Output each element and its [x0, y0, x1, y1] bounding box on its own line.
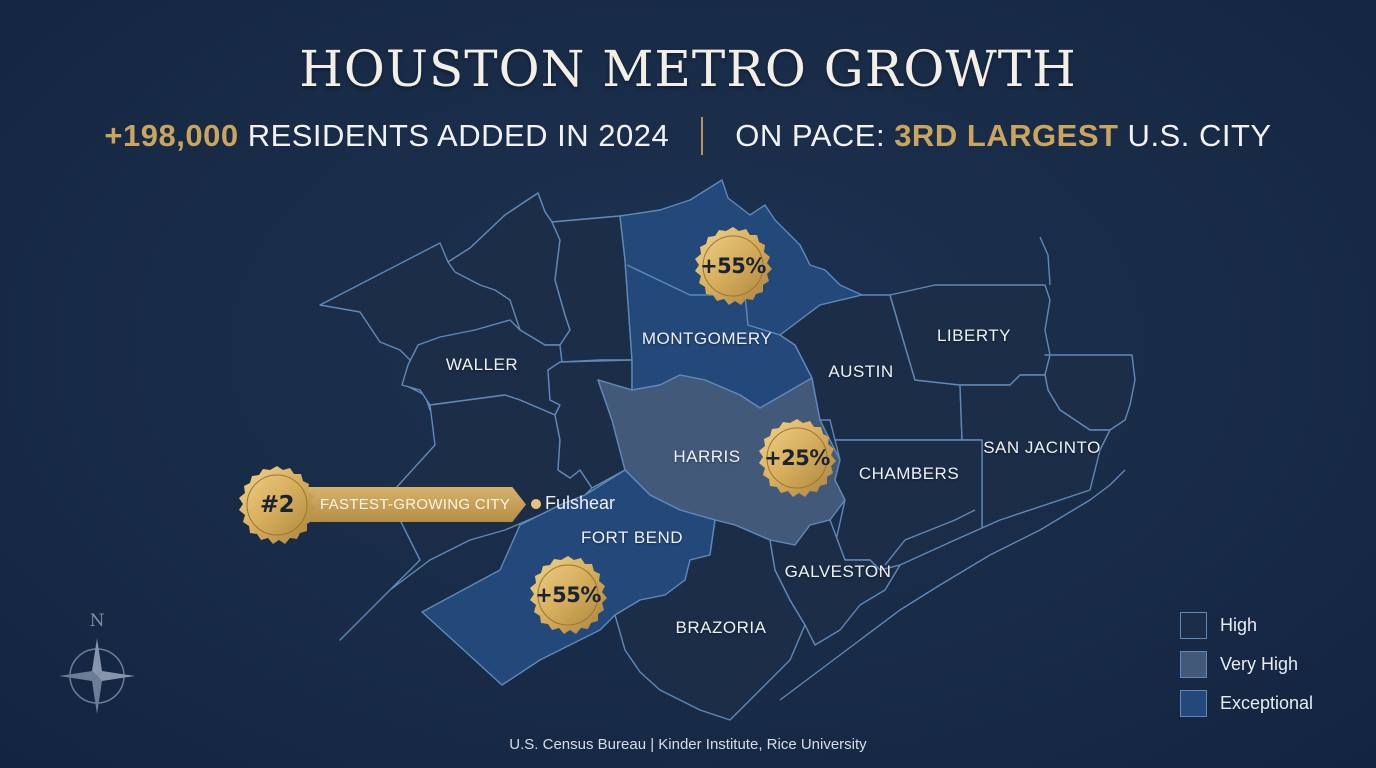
growth-badge-value: +25%: [764, 446, 830, 470]
county-label-waller: WALLER: [445, 355, 519, 374]
county-galveston: [769, 519, 901, 646]
county-outline-grimes: [551, 215, 633, 363]
seal-icon: [759, 419, 836, 497]
subtitle: +198,000 RESIDENTS ADDED IN 2024 ON PACE…: [0, 117, 1376, 155]
seal-icon: [695, 227, 772, 305]
county-label-austin: AUSTIN: [828, 362, 894, 381]
pace-prefix: ON PACE:: [735, 118, 895, 153]
source-credit: U.S. Census Bureau | Kinder Institute, R…: [509, 736, 867, 753]
pace-rank-value: 3RD LARGEST: [894, 118, 1119, 153]
growth-badge-montgomery: +55%: [692, 225, 774, 307]
city-label-fulshear: Fulshear: [545, 493, 616, 513]
legend-item-high: High: [1180, 606, 1313, 645]
rank-badge: #2: [236, 464, 318, 546]
compass-north-label: N: [90, 611, 105, 631]
compass-rose-icon: N: [59, 611, 135, 714]
county-label-galveston: GALVESTON: [784, 562, 892, 581]
seal-icon: [530, 556, 607, 634]
pace-suffix: U.S. CITY: [1118, 118, 1272, 153]
city-marker-icon: [531, 499, 541, 509]
county-label-san-jacinto: SAN JACINTO: [983, 438, 1101, 457]
growth-badge-harris: +25%: [756, 417, 838, 499]
legend-item-exceptional: Exceptional: [1180, 684, 1313, 723]
coastline: [779, 469, 1126, 701]
fastest-growing-banner: FASTEST-GROWING CITY: [298, 487, 526, 522]
county-chambers: [834, 439, 983, 576]
rank-value: #2: [259, 492, 295, 518]
far-ne-line: [1039, 236, 1051, 286]
legend-swatch-high: [1180, 612, 1207, 639]
map-legend: High Very High Exceptional: [1180, 606, 1313, 723]
bay-shore: [884, 509, 976, 566]
fastest-growing-label: FASTEST-GROWING CITY: [320, 496, 511, 513]
growth-badge-value: +55%: [700, 254, 766, 278]
county-label-liberty: LIBERTY: [936, 326, 1012, 345]
legend-label: High: [1220, 615, 1258, 635]
county-label-fort-bend: FORT BEND: [580, 528, 684, 547]
legend-label: Exceptional: [1220, 693, 1314, 713]
growth-badge-fort-bend: +55%: [527, 554, 609, 636]
legend-swatch-very-high: [1180, 651, 1207, 678]
county-label-montgomery: MONTGOMERY: [641, 329, 773, 348]
legend-label: Very High: [1220, 654, 1299, 674]
residents-added-value: +198,000: [104, 118, 239, 153]
legend-item-very-high: Very High: [1180, 645, 1313, 684]
subtitle-divider: [701, 117, 704, 155]
seal-icon: [239, 466, 316, 544]
legend-swatch-exceptional: [1180, 690, 1207, 717]
county-label-chambers: CHAMBERS: [858, 464, 960, 483]
page-title: HOUSTON METRO GROWTH: [299, 40, 1077, 98]
residents-added-label: RESIDENTS ADDED IN 2024: [238, 118, 670, 153]
county-label-harris: HARRIS: [673, 447, 741, 466]
county-label-brazoria: BRAZORIA: [675, 618, 767, 637]
growth-badge-value: +55%: [535, 583, 601, 607]
